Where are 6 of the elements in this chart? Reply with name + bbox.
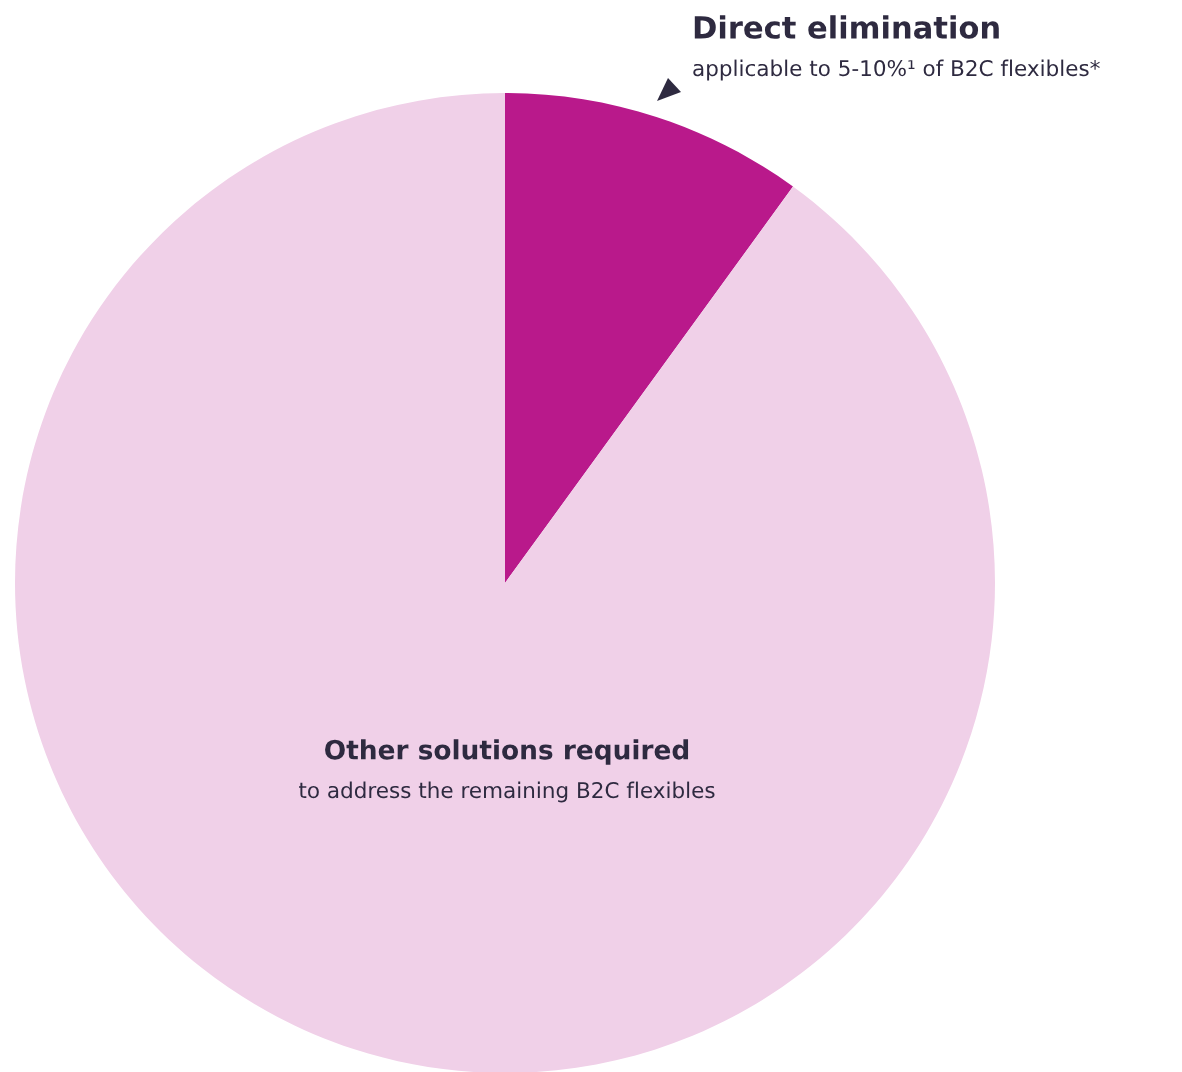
pie-slice — [15, 93, 995, 1072]
slice-label: Other solutions required — [325, 739, 689, 765]
text: to address the remaining B2C flexibles — [299, 781, 715, 803]
pie-slice — [505, 93, 794, 583]
slice-label: Direct elimination — [694, 15, 999, 39]
text: applicable to 5-10%¹ of B2C flexibles* — [693, 59, 1100, 81]
